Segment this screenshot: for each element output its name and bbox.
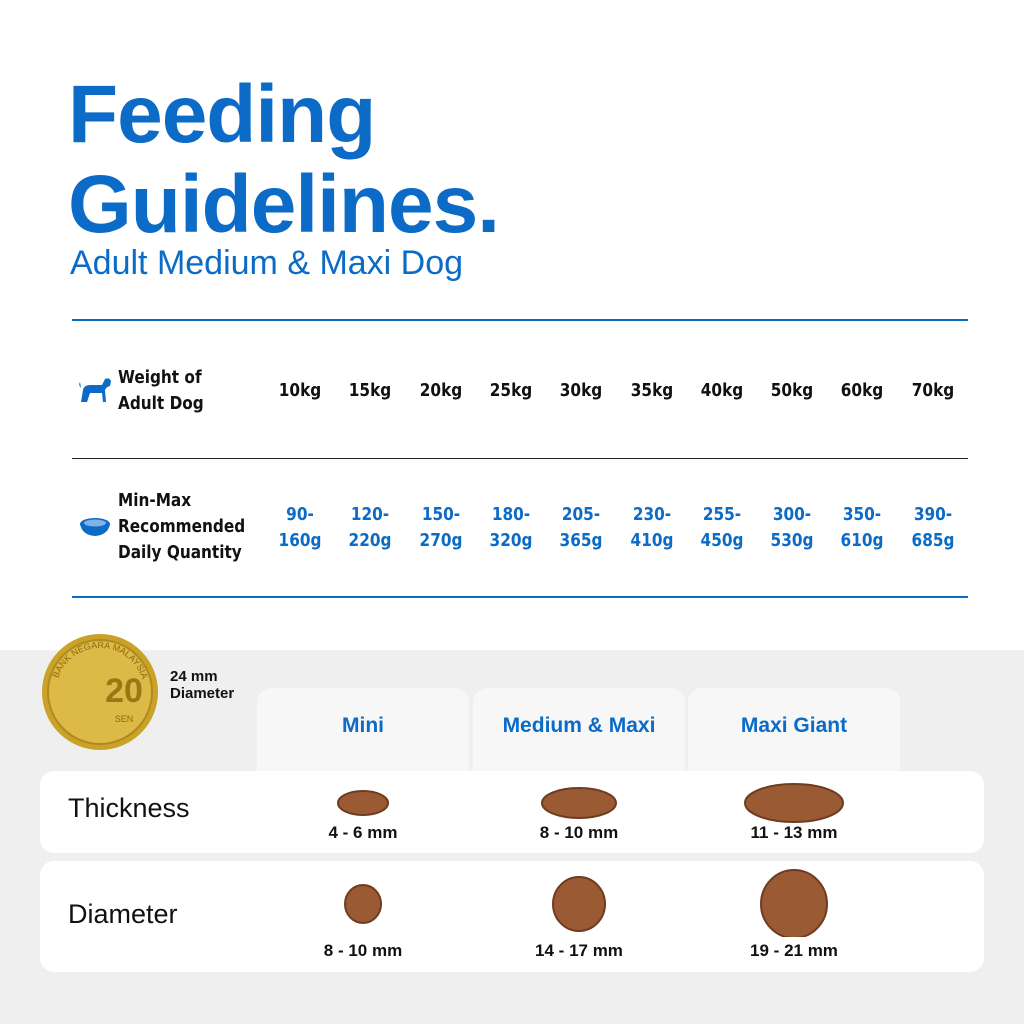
coin-value: 20 bbox=[105, 672, 143, 710]
divider bbox=[72, 596, 968, 598]
measurement: 8 - 10 mm bbox=[539, 823, 619, 842]
weight-cell: 60kg bbox=[841, 380, 884, 401]
weight-cell: 40kg bbox=[700, 380, 744, 401]
kibble-image bbox=[744, 783, 844, 823]
weight-cell: 30kg bbox=[559, 380, 603, 401]
divider bbox=[72, 458, 968, 459]
row-label: Min-Max Recommended Daily Quantity bbox=[118, 490, 246, 563]
kibble-image bbox=[344, 884, 382, 924]
weight-cell: 50kg bbox=[770, 380, 814, 401]
quantity-cell: 230-410g bbox=[630, 504, 673, 551]
row-label: Weight of Adult Dog bbox=[118, 367, 204, 414]
measurement: 14 - 17 mm bbox=[535, 941, 623, 960]
weight-cell: 10kg bbox=[278, 380, 322, 401]
divider bbox=[72, 319, 968, 321]
weight-cell: 25kg bbox=[489, 380, 533, 401]
kibble bbox=[552, 876, 606, 932]
row-label: Diameter bbox=[68, 899, 178, 929]
quantity-cell: 120-220g bbox=[348, 504, 392, 551]
size-tab: Mini bbox=[257, 688, 469, 772]
weight-cell: 70kg bbox=[911, 380, 954, 401]
coin-caption: 24 mm Diameter bbox=[170, 668, 235, 702]
kibble bbox=[541, 787, 617, 819]
quantity-cell: 180-320g bbox=[489, 504, 533, 551]
kibble-image bbox=[760, 869, 828, 937]
quantity-cell: 390-685g bbox=[911, 504, 955, 551]
title: Feeding Guidelines. bbox=[68, 69, 500, 250]
kibble bbox=[344, 884, 382, 924]
subtitle: Adult Medium & Maxi Dog bbox=[70, 244, 464, 282]
quantity-cell: 150-270g bbox=[419, 504, 463, 551]
measurement: 4 - 6 mm bbox=[328, 823, 398, 842]
quantity-cell: 350-610g bbox=[840, 504, 884, 551]
quantity-cell: 90-160g bbox=[278, 504, 322, 551]
kibble-image bbox=[337, 790, 389, 816]
coin: BANK NEGARA MALAYSIA 20 SEN bbox=[42, 634, 158, 750]
dog-icon bbox=[79, 378, 111, 402]
quantity-cell: 255-450g bbox=[700, 504, 744, 551]
kibble bbox=[744, 783, 844, 823]
measurement: 19 - 21 mm bbox=[750, 941, 838, 960]
size-tab: Maxi Giant bbox=[688, 688, 900, 772]
quantity-cell: 300-530g bbox=[770, 504, 814, 551]
kibble-card bbox=[40, 861, 984, 972]
kibble-image bbox=[552, 876, 606, 932]
weight-cell: 35kg bbox=[630, 380, 673, 401]
title-line: Guidelines. bbox=[68, 159, 500, 250]
row-label: Thickness bbox=[68, 793, 190, 823]
quantity-cell: 205-365g bbox=[559, 504, 603, 551]
title-line: Feeding bbox=[68, 69, 376, 160]
kibble-image bbox=[541, 787, 617, 819]
kibble bbox=[337, 790, 389, 816]
kibble bbox=[760, 869, 828, 937]
size-tab: Medium & Maxi bbox=[473, 688, 685, 772]
measurement: 8 - 10 mm bbox=[323, 941, 403, 960]
coin-unit: SEN bbox=[115, 714, 134, 724]
bowl-icon bbox=[80, 518, 110, 536]
weight-cell: 20kg bbox=[419, 380, 462, 401]
weight-cell: 15kg bbox=[349, 380, 392, 401]
measurement: 11 - 13 mm bbox=[750, 823, 838, 842]
